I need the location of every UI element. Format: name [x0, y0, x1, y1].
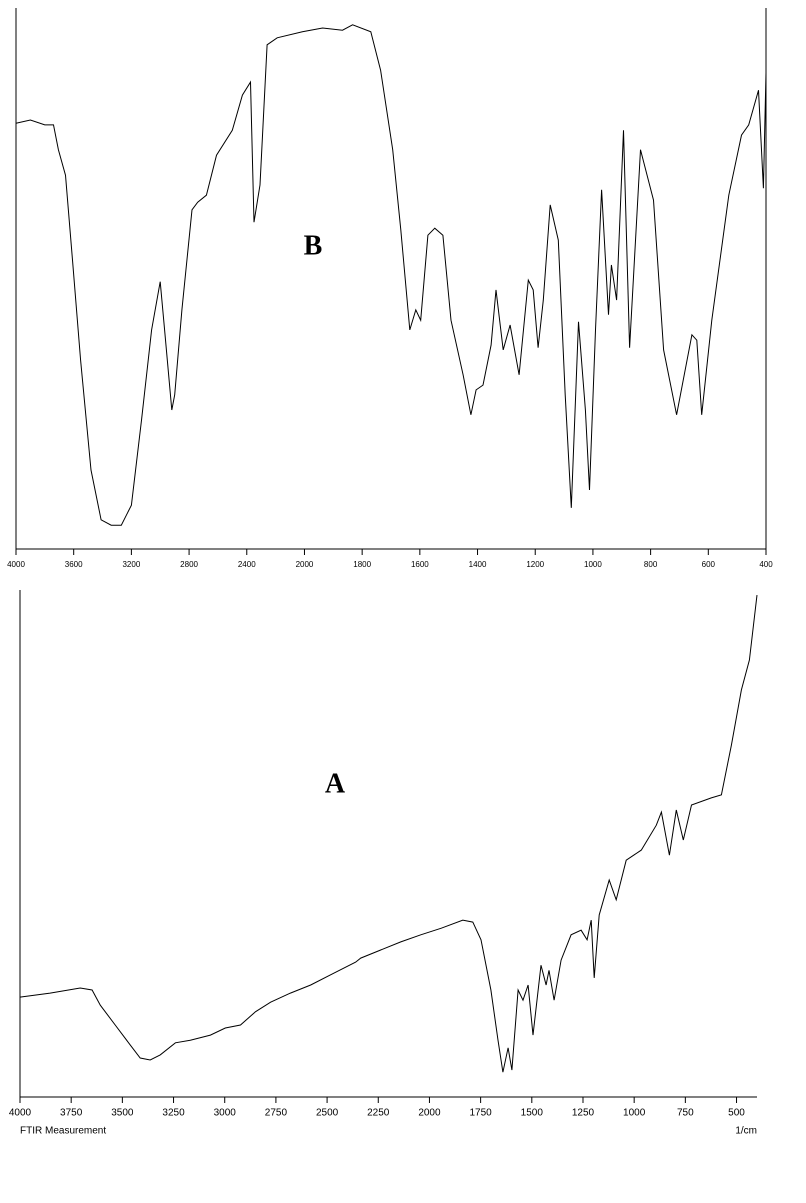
x-tick-label: 800	[644, 560, 658, 569]
x-tick-label: 3000	[214, 1108, 237, 1119]
x-tick-label: 1200	[526, 560, 544, 569]
x-tick-label: 1600	[411, 560, 429, 569]
x-tick-label: 2250	[367, 1108, 390, 1119]
x-tick-label: 750	[677, 1108, 694, 1119]
x-tick-label: 3200	[122, 560, 140, 569]
x-tick-label: 4000	[9, 1108, 32, 1119]
x-tick-label: 2750	[265, 1108, 288, 1119]
x-tick-label: 1750	[470, 1108, 493, 1119]
x-tick-label: 1250	[572, 1108, 595, 1119]
x-tick-label: 3600	[65, 560, 83, 569]
spectrum-line	[19, 595, 758, 1073]
x-tick-label: 4000	[7, 560, 25, 569]
x-tick-label: 500	[728, 1108, 745, 1119]
annotation: A	[325, 768, 346, 799]
x-axis-label: 1/cm	[735, 1126, 757, 1137]
x-tick-label: 3500	[111, 1108, 134, 1119]
x-tick-label: 1000	[623, 1108, 646, 1119]
x-axis-note: FTIR Measurement	[20, 1126, 106, 1137]
x-tick-label: 3750	[60, 1108, 83, 1119]
x-tick-label: 3250	[162, 1108, 185, 1119]
x-tick-label: 2400	[238, 560, 256, 569]
x-tick-label: 2500	[316, 1108, 339, 1119]
x-tick-label: 1800	[353, 560, 371, 569]
x-tick-label: 2800	[180, 560, 198, 569]
x-tick-label: 600	[702, 560, 716, 569]
x-tick-label: 400	[759, 560, 773, 569]
x-tick-label: 2000	[296, 560, 314, 569]
annotation: B	[304, 230, 323, 261]
x-tick-label: 1500	[521, 1108, 544, 1119]
x-tick-label: 1400	[469, 560, 487, 569]
x-tick-label: 2000	[418, 1108, 441, 1119]
x-tick-label: 1000	[584, 560, 602, 569]
spectrum-line	[15, 24, 767, 526]
